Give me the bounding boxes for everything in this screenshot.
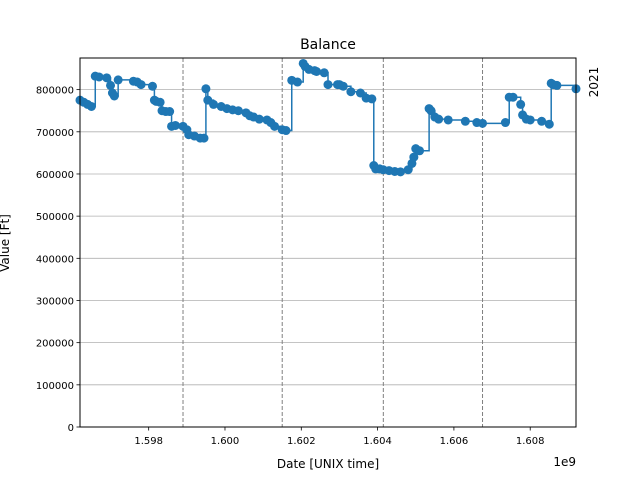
data-point bbox=[460, 116, 470, 126]
y-tick-label: 800000 bbox=[36, 86, 74, 97]
data-point bbox=[346, 87, 356, 97]
x-tick-label: 1.608 bbox=[516, 436, 545, 447]
data-point bbox=[544, 119, 554, 129]
data-point bbox=[102, 73, 112, 83]
data-point bbox=[254, 114, 264, 124]
data-point bbox=[323, 80, 333, 90]
data-point bbox=[552, 80, 562, 90]
data-point bbox=[106, 80, 116, 90]
series-layer bbox=[75, 58, 581, 177]
data-point bbox=[209, 99, 219, 109]
y-axis-label: Value [Ft] bbox=[0, 214, 12, 272]
x-tick-label: 1.600 bbox=[211, 436, 240, 447]
data-point bbox=[281, 126, 291, 136]
data-point bbox=[508, 92, 518, 102]
data-point bbox=[292, 77, 302, 87]
y-tick-label: 300000 bbox=[36, 296, 74, 307]
data-point bbox=[199, 133, 209, 143]
data-point bbox=[136, 80, 146, 90]
data-point bbox=[201, 84, 211, 94]
data-point bbox=[94, 72, 104, 82]
y-tick-label: 400000 bbox=[36, 254, 74, 265]
data-point bbox=[233, 106, 243, 116]
x-axis-ticks: 1.598 1.600 1.602 1.604 1.606 1.608 bbox=[134, 427, 545, 447]
data-point bbox=[338, 81, 348, 91]
data-point bbox=[86, 101, 96, 111]
data-point bbox=[165, 107, 175, 117]
data-point bbox=[170, 120, 180, 130]
y-tick-label: 600000 bbox=[36, 170, 74, 181]
plot-frame bbox=[79, 57, 577, 428]
y-axis-ticks: 0 100000 200000 300000 400000 500000 600000 700… bbox=[36, 86, 80, 434]
data-point bbox=[478, 118, 488, 128]
data-point bbox=[367, 94, 377, 104]
data-point bbox=[147, 81, 157, 91]
y-tick-label: 500000 bbox=[36, 212, 74, 223]
data-point bbox=[395, 167, 405, 177]
data-point bbox=[113, 75, 123, 85]
data-point bbox=[109, 91, 119, 101]
x-tick-label: 1.602 bbox=[287, 436, 316, 447]
y-tick-label: 700000 bbox=[36, 128, 74, 139]
y-tick-label: 100000 bbox=[36, 381, 74, 392]
x-tick-label: 1.598 bbox=[134, 436, 163, 447]
data-point bbox=[537, 116, 547, 126]
data-point bbox=[443, 115, 453, 125]
data-point bbox=[409, 152, 419, 162]
y-tick-label: 200000 bbox=[36, 339, 74, 350]
x-axis-label: Date [UNIX time] bbox=[277, 457, 379, 471]
data-point bbox=[434, 114, 444, 124]
x-tick-label: 1.606 bbox=[440, 436, 469, 447]
data-point bbox=[155, 97, 165, 107]
data-point bbox=[312, 66, 322, 76]
data-point bbox=[500, 118, 510, 128]
x-tick-label: 1.604 bbox=[363, 436, 392, 447]
data-point bbox=[525, 115, 535, 125]
data-point bbox=[270, 121, 280, 131]
data-point bbox=[415, 146, 425, 156]
data-point bbox=[516, 99, 526, 109]
y-tick-label: 0 bbox=[68, 423, 74, 434]
data-point bbox=[319, 68, 329, 78]
chart-title: Balance bbox=[300, 37, 356, 53]
x-axis-offset-label: 1e9 bbox=[553, 455, 576, 469]
year-annotation: 2021 bbox=[587, 67, 601, 98]
